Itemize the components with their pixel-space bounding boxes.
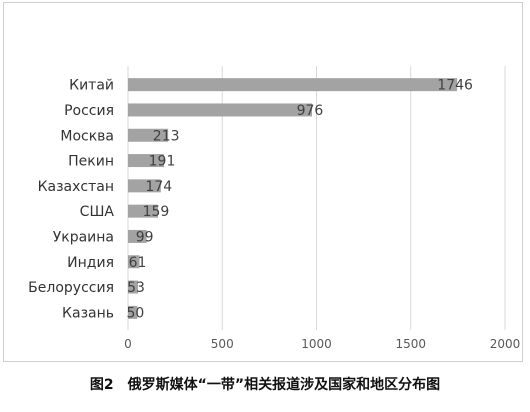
figure-caption: 图2 俄罗斯媒体“一带”相关报道涉及国家和地区分布图: [89, 377, 441, 393]
category-label: Белоруссия: [28, 280, 114, 296]
bar-7: [128, 255, 140, 269]
bar-8: [128, 280, 138, 294]
category-label: Россия: [64, 103, 114, 119]
value-label: 1746: [437, 78, 473, 94]
category-label: Китай: [69, 78, 114, 94]
value-label: 53: [127, 280, 145, 296]
bar-3: [128, 154, 165, 168]
category-label: Москва: [60, 128, 114, 144]
category-label: Украина: [53, 229, 114, 245]
x-tick-label: 1000: [301, 337, 332, 351]
value-label: 159: [143, 204, 170, 220]
value-label: 976: [297, 103, 324, 119]
value-label: 99: [136, 229, 154, 245]
value-label: 191: [149, 154, 176, 170]
value-label: 61: [129, 255, 147, 271]
category-label: США: [80, 204, 115, 220]
bar-4: [128, 179, 161, 193]
bar-1: [128, 103, 312, 117]
category-label: Казань: [62, 305, 114, 321]
chart-frame: [3, 2, 523, 362]
x-tick-label: 1500: [395, 337, 426, 351]
value-label: 50: [127, 305, 145, 321]
bar-2: [128, 128, 169, 142]
x-tick-label: 500: [211, 337, 234, 351]
bar-0: [128, 78, 458, 92]
bar-chart: 0 500 1000 1500 2000 Китай 1746 Россия 976 Москва…: [28, 66, 521, 351]
category-label: Индия: [67, 255, 114, 271]
x-tick-label: 2000: [490, 337, 521, 351]
bar-5: [128, 204, 158, 218]
bar-9: [128, 305, 138, 319]
category-label: Казахстан: [38, 179, 114, 195]
bar-6: [128, 229, 147, 243]
value-label: 174: [145, 179, 172, 195]
category-label: Пекин: [68, 154, 114, 170]
x-tick-label: 0: [124, 337, 132, 351]
value-label: 213: [153, 128, 180, 144]
